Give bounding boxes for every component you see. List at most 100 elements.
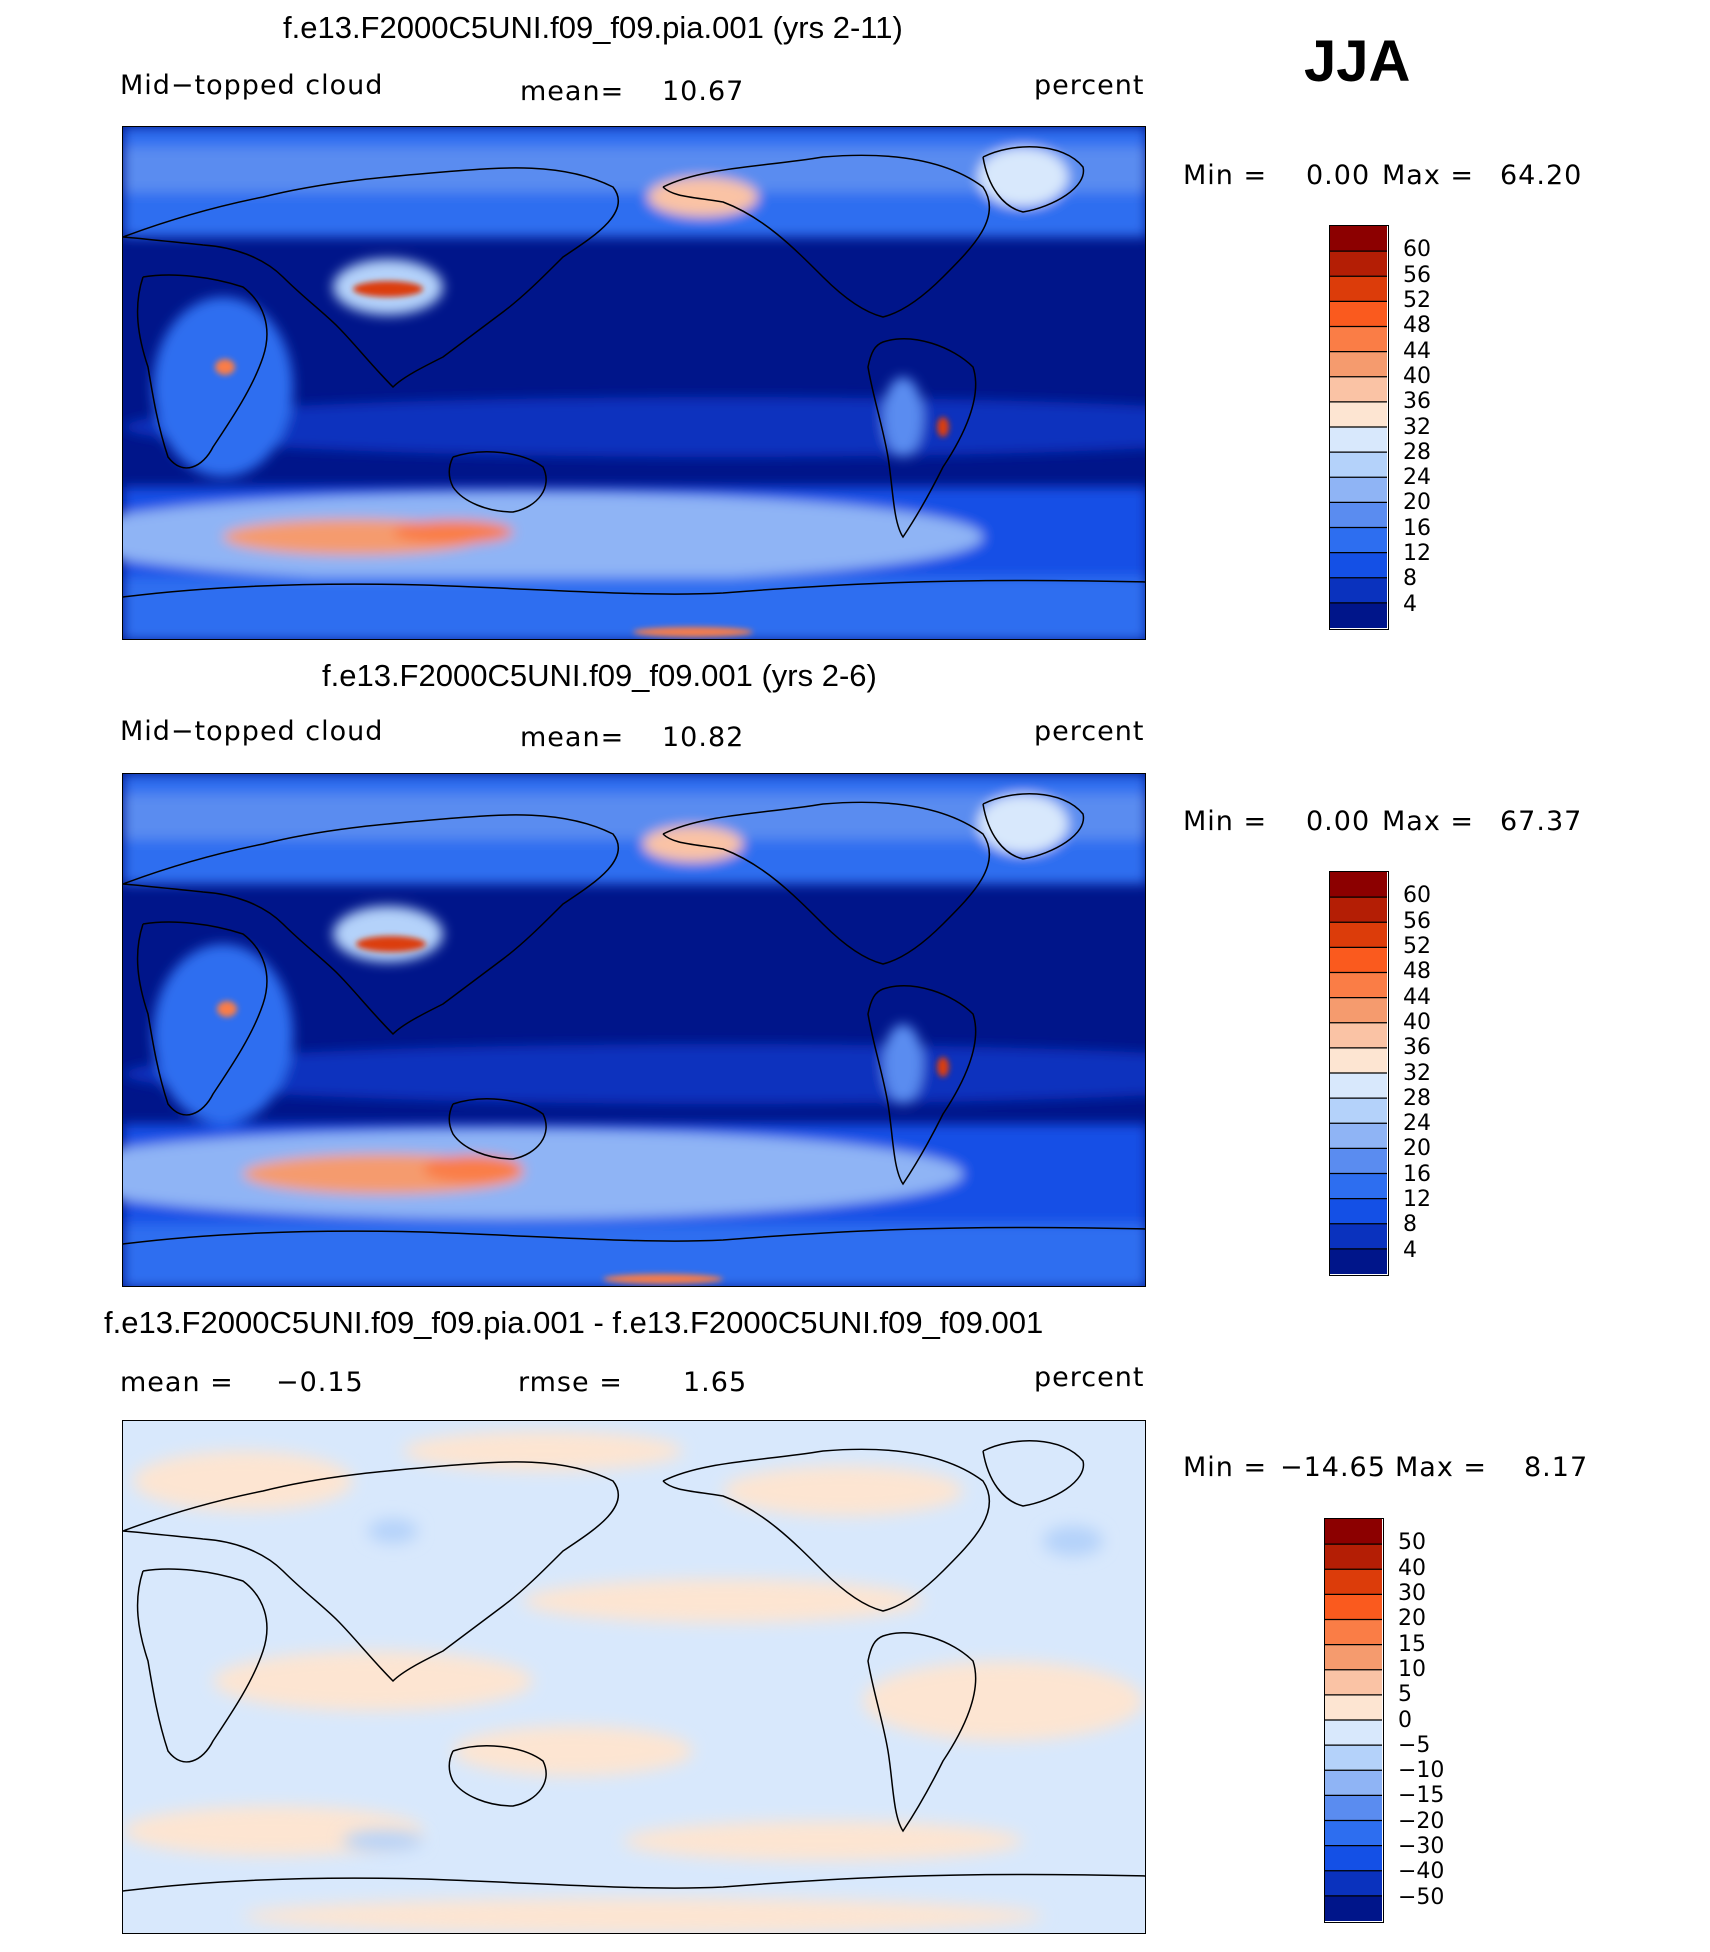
colorbar-tick-label: 28 xyxy=(1403,1085,1431,1111)
colorbar-box xyxy=(1330,897,1387,923)
panel-3-positive-patch-10 xyxy=(243,1898,1043,1933)
colorbar-box xyxy=(1325,1644,1382,1671)
panel-2-antarctic-core xyxy=(603,1274,723,1284)
colorbar-tick-label: 36 xyxy=(1403,389,1431,415)
panel-1-north-band-2 xyxy=(123,147,1145,192)
panel-3-coastline-greenland xyxy=(982,1440,1085,1507)
colorbar-tick-label: 12 xyxy=(1403,1187,1431,1213)
panel-3-negative-patch-2 xyxy=(343,1831,423,1851)
colorbar-box xyxy=(1325,1519,1382,1545)
panel-3-positive-patch-9 xyxy=(623,1821,1023,1861)
panel-2-colorbar xyxy=(1329,871,1389,1276)
colorbar-tick-label: 36 xyxy=(1403,1035,1431,1061)
panel-1-southern-ocean-band xyxy=(123,492,983,582)
panel-1-coastline-greenland xyxy=(982,146,1085,213)
colorbar-tick-label: 20 xyxy=(1398,1606,1426,1632)
panel-3-positive-patch-3 xyxy=(723,1466,963,1516)
colorbar-tick-label: 20 xyxy=(1403,490,1431,516)
colorbar-box xyxy=(1330,527,1387,554)
colorbar-box xyxy=(1325,1694,1382,1721)
colorbar-box xyxy=(1330,477,1387,503)
panel-2-andes-core xyxy=(937,1057,949,1077)
panel-1-max-label: Max = xyxy=(1382,160,1475,191)
colorbar-tick-label: 48 xyxy=(1403,959,1431,985)
panel-2-southern-peak-2 xyxy=(423,1155,523,1183)
colorbar-tick-label: 12 xyxy=(1403,541,1431,567)
panel-1-coastline-africa xyxy=(136,274,268,469)
panel-2-max-value: 67.37 xyxy=(1500,806,1583,837)
panel-1-coastline-south-america xyxy=(867,338,977,539)
colorbar-box xyxy=(1330,226,1387,252)
colorbar-tick-label: 44 xyxy=(1403,338,1431,364)
panel-3-max-value: 8.17 xyxy=(1524,1452,1589,1483)
colorbar-box xyxy=(1325,1770,1382,1796)
colorbar-box xyxy=(1330,301,1387,327)
panel-2-coastline-australia xyxy=(448,1098,547,1160)
panel-1-antarctic-core xyxy=(633,627,753,637)
colorbar-box xyxy=(1330,502,1387,528)
colorbar-box xyxy=(1330,452,1387,478)
panel-3-coastline-eurasia xyxy=(123,1461,620,1683)
panel-3-negative-patch-1 xyxy=(368,1519,418,1543)
panel-2-coastline-antarctica xyxy=(123,1226,1145,1245)
panel-3-rmse-label: rmse = xyxy=(518,1367,623,1398)
panel-3-mean-label: mean = xyxy=(120,1367,234,1398)
colorbar-box xyxy=(1330,972,1387,999)
panel-3-title: f.e13.F2000C5UNI.f09_f09.pia.001 - f.e13… xyxy=(104,1305,1044,1340)
panel-1-min-value: 0.00 xyxy=(1306,160,1371,191)
colorbar-box xyxy=(1330,602,1387,628)
colorbar-box xyxy=(1330,427,1387,453)
colorbar-tick-label: 20 xyxy=(1403,1136,1431,1162)
panel-3-positive-patch-1 xyxy=(133,1451,353,1511)
colorbar-box xyxy=(1330,1098,1387,1124)
colorbar-tick-label: −40 xyxy=(1398,1859,1445,1885)
colorbar-box xyxy=(1330,351,1387,378)
panel-1-africa-patch xyxy=(153,297,293,477)
colorbar-box xyxy=(1330,401,1387,428)
colorbar-box xyxy=(1330,1022,1387,1049)
panel-2-coastline-greenland xyxy=(982,793,1085,860)
colorbar-tick-label: 16 xyxy=(1403,1161,1431,1187)
panel-3-positive-patch-5 xyxy=(213,1651,533,1711)
colorbar-box xyxy=(1325,1745,1382,1771)
panel-1-variable: Mid−topped cloud xyxy=(120,70,384,101)
colorbar-tick-label: 40 xyxy=(1403,363,1431,389)
colorbar-tick-label: 40 xyxy=(1398,1555,1426,1581)
season-label: JJA xyxy=(1304,29,1411,94)
colorbar-box xyxy=(1330,872,1387,898)
panel-2-mean-value: 10.82 xyxy=(662,722,745,753)
colorbar-tick-label: 5 xyxy=(1398,1682,1412,1708)
panel-1-min-label: Min = xyxy=(1183,160,1268,191)
panel-1-max-value: 64.20 xyxy=(1500,160,1583,191)
colorbar-box xyxy=(1330,1173,1387,1200)
colorbar-box xyxy=(1330,577,1387,604)
panel-3-colorbar xyxy=(1324,1518,1384,1923)
colorbar-tick-label: 4 xyxy=(1403,591,1417,617)
panel-2-mean-label: mean= xyxy=(520,722,625,753)
panel-2-variable: Mid−topped cloud xyxy=(120,716,384,747)
panel-2-coastline-eurasia xyxy=(123,814,620,1036)
panel-2-coastline-africa xyxy=(136,921,268,1116)
panel-3-mean-value: −0.15 xyxy=(276,1367,364,1398)
panel-1-southern-peak-2 xyxy=(393,520,513,544)
colorbar-box xyxy=(1330,1047,1387,1074)
panel-1-map xyxy=(122,126,1146,640)
panel-3-positive-patch-7 xyxy=(453,1726,693,1776)
panel-2-min-value: 0.00 xyxy=(1306,806,1371,837)
colorbar-box xyxy=(1330,922,1387,948)
panel-1-alaska-patch xyxy=(648,177,758,217)
panel-2-tibet-patch xyxy=(333,906,443,962)
panel-2-africa-patch xyxy=(153,944,293,1124)
colorbar-box xyxy=(1325,1845,1382,1872)
colorbar-tick-label: 8 xyxy=(1403,566,1417,592)
colorbar-tick-label: 52 xyxy=(1403,287,1431,313)
colorbar-tick-label: 40 xyxy=(1403,1009,1431,1035)
colorbar-box xyxy=(1330,1073,1387,1099)
colorbar-tick-label: −10 xyxy=(1398,1758,1445,1784)
panel-3-coastline-antarctica xyxy=(123,1873,1145,1892)
panel-1-mean-label: mean= xyxy=(520,76,625,107)
panel-1-greenland-patch xyxy=(978,147,1068,207)
colorbar-tick-label: −50 xyxy=(1398,1884,1445,1910)
colorbar-box xyxy=(1330,1148,1387,1174)
colorbar-tick-label: −15 xyxy=(1398,1783,1445,1809)
